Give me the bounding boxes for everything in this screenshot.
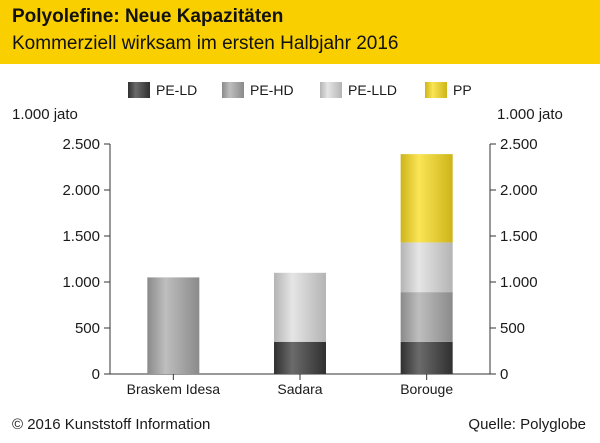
y-axis-unit-right: 1.000 jato bbox=[497, 106, 563, 123]
legend-label-pe-hd: PE-HD bbox=[250, 82, 294, 98]
y-tick-label-right: 2.000 bbox=[500, 182, 538, 199]
bar-segment-pe-hd bbox=[400, 292, 453, 342]
bar-segment-pp bbox=[400, 154, 453, 243]
y-tick-label-left: 1.000 bbox=[62, 274, 100, 291]
bar-segment-pe-ld bbox=[400, 341, 453, 374]
legend-label-pe-lld: PE-LLD bbox=[348, 82, 397, 98]
header-banner: Polyolefine: Neue Kapazitäten Kommerziel… bbox=[0, 0, 600, 64]
y-tick-label-right: 500 bbox=[500, 320, 525, 337]
page-title: Polyolefine: Neue Kapazitäten bbox=[12, 6, 284, 27]
y-tick-label-left: 2.000 bbox=[62, 182, 100, 199]
x-tick-label: Braskem Idesa bbox=[127, 381, 221, 397]
legend-swatch-pp bbox=[425, 82, 447, 98]
copyright-note: © 2016 Kunststoff Information bbox=[12, 416, 211, 433]
y-tick-label-right: 1.500 bbox=[500, 228, 538, 245]
y-tick-label-right: 1.000 bbox=[500, 274, 538, 291]
stacked-bar-chart: PE-LD PE-HD PE-LLD PP 1.000 jato 1.000 jato 0 0… bbox=[12, 82, 563, 397]
legend-swatch-pe-ld bbox=[128, 82, 150, 98]
legend-swatch-pe-lld bbox=[320, 82, 342, 98]
legend-label-pe-ld: PE-LD bbox=[156, 82, 197, 98]
x-tick-label: Sadara bbox=[277, 381, 322, 397]
source-note: Quelle: Polyglobe bbox=[468, 416, 586, 433]
y-tick-label-right: 2.500 bbox=[500, 136, 538, 153]
y-tick-label-right: 0 bbox=[500, 366, 508, 383]
legend-swatch-pe-hd bbox=[222, 82, 244, 98]
y-tick-label-left: 0 bbox=[92, 366, 100, 383]
page-subtitle: Kommerziell wirksam im ersten Halbjahr 2… bbox=[12, 33, 399, 54]
legend-label-pp: PP bbox=[453, 82, 472, 98]
y-tick-label-left: 1.500 bbox=[62, 228, 100, 245]
y-tick-label-left: 2.500 bbox=[62, 136, 100, 153]
bar-segment-pe-lld bbox=[274, 272, 326, 342]
bar-segment-pe-lld bbox=[400, 242, 453, 293]
bar-segment-pe-hd bbox=[147, 277, 200, 374]
bar-segment-pe-ld bbox=[274, 341, 326, 374]
y-tick-label-left: 500 bbox=[75, 320, 100, 337]
x-tick-label: Borouge bbox=[400, 381, 453, 397]
y-axis-unit-left: 1.000 jato bbox=[12, 106, 78, 123]
